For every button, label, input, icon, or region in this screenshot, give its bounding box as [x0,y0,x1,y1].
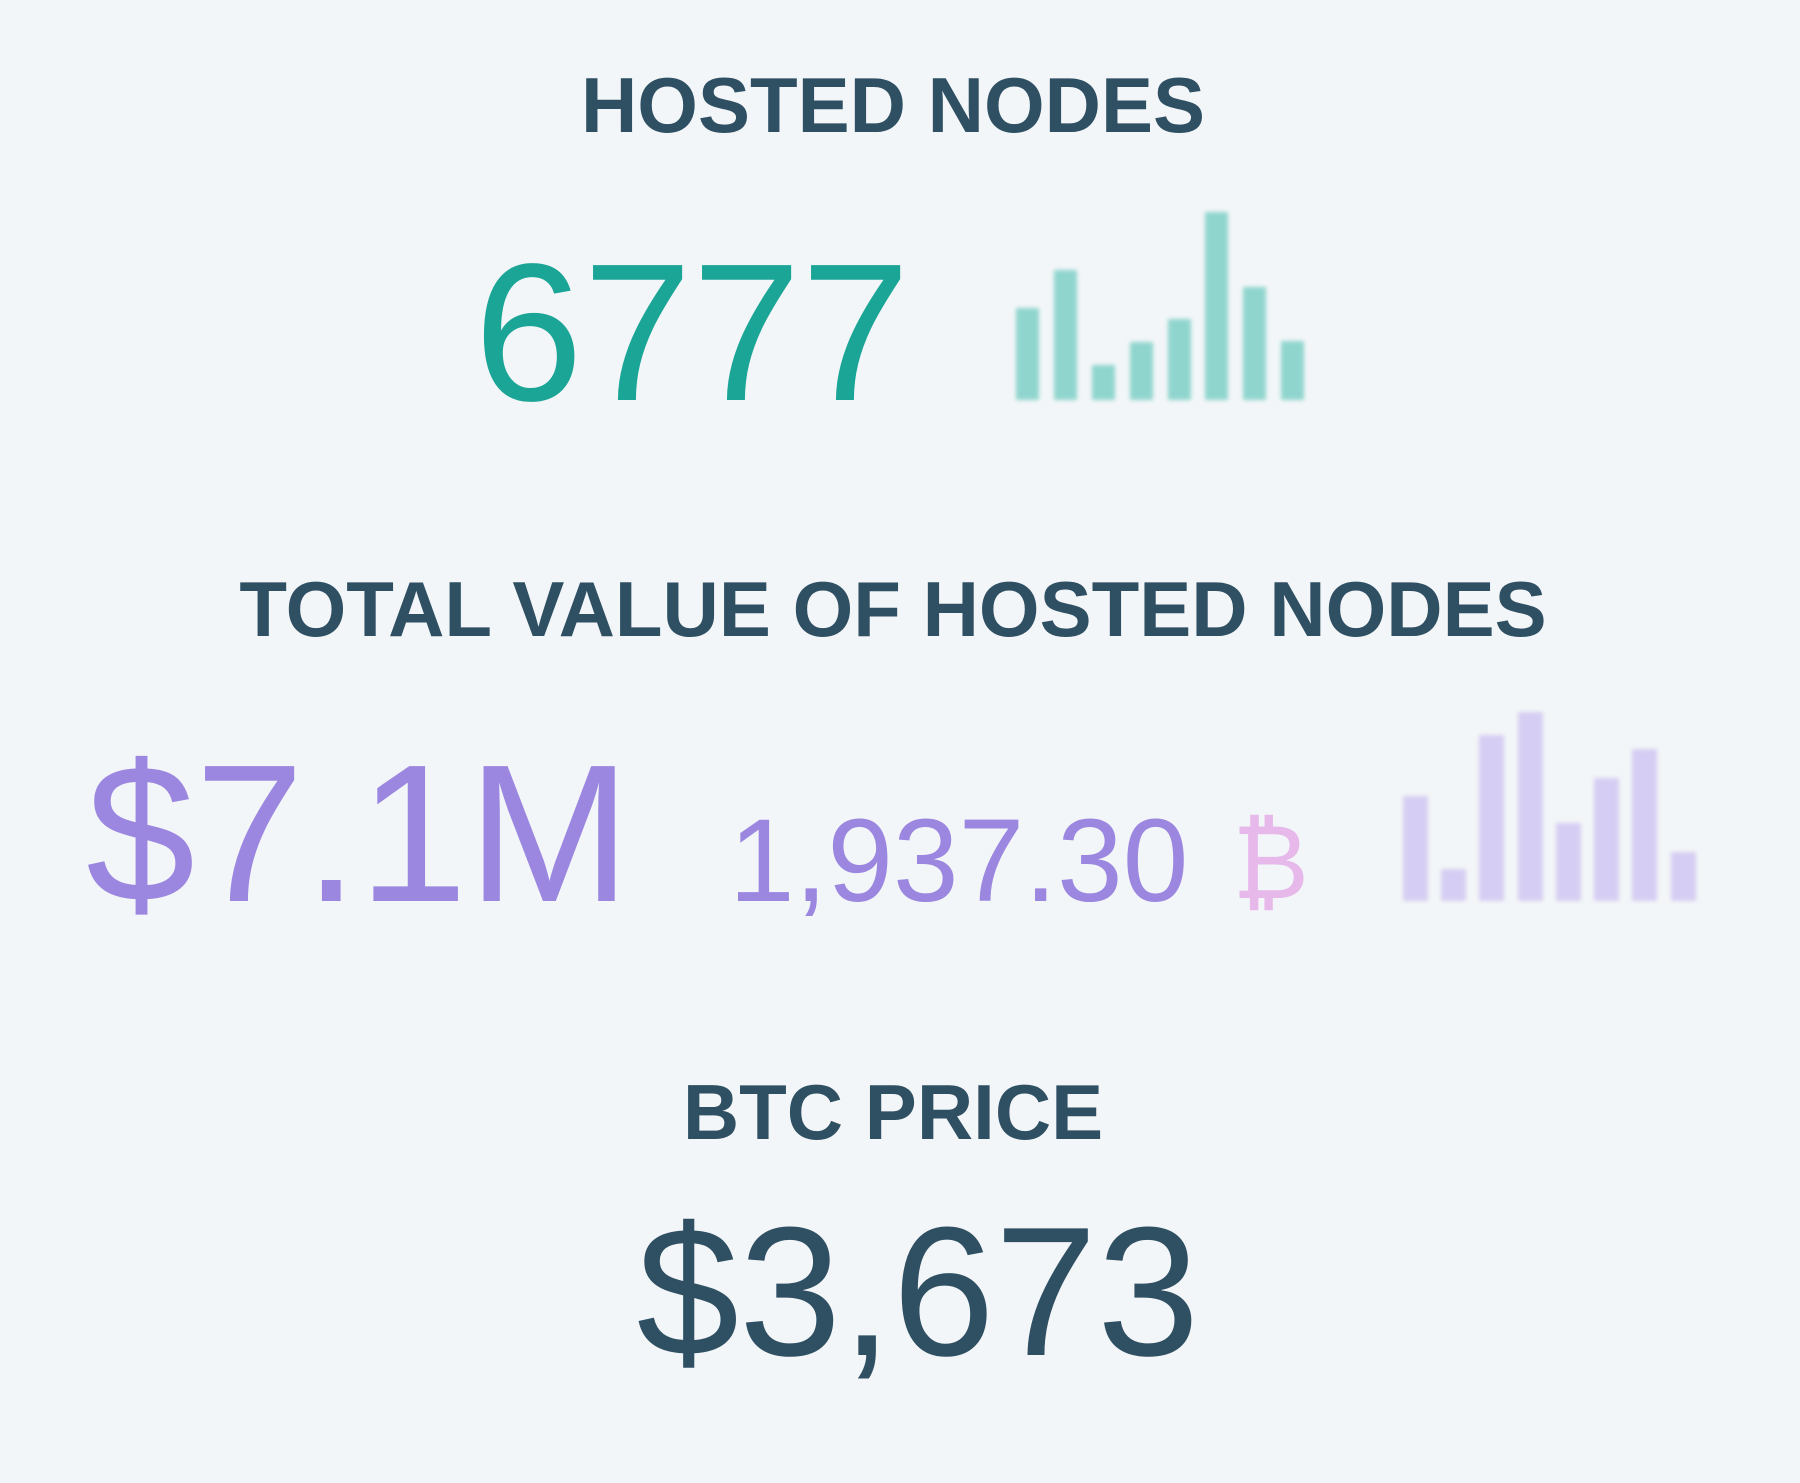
total-value-btc: 1,937.30 [729,795,1188,927]
spark-bar [1556,823,1581,901]
spark-bar [1205,212,1228,400]
btc-symbol: ₿ [1232,805,1309,921]
sparkline [1016,212,1304,400]
spark-bar [1671,852,1696,901]
spark-bar [1054,270,1077,400]
spark-bar [1441,869,1466,901]
hosted-nodes-value: 6777 [474,223,910,442]
section-title: HOSTED NODES [581,61,1205,149]
section-title: TOTAL VALUE OF HOSTED NODES [239,565,1546,653]
spark-bar [1594,778,1619,901]
spark-bar [1168,319,1191,400]
spark-bar [1130,342,1153,400]
sparkline [1403,712,1696,901]
total-value-usd: $7.1M [86,724,631,943]
spark-bar [1281,341,1304,400]
spark-bar [1243,287,1266,400]
spark-bar [1092,365,1115,400]
section-title: BTC PRICE [683,1068,1103,1156]
btc-price-value: $3,673 [637,1188,1200,1394]
spark-bar [1518,712,1543,901]
spark-bar [1016,308,1039,400]
spark-bar [1479,735,1504,901]
spark-bar [1632,749,1657,901]
spark-bar [1403,796,1428,901]
